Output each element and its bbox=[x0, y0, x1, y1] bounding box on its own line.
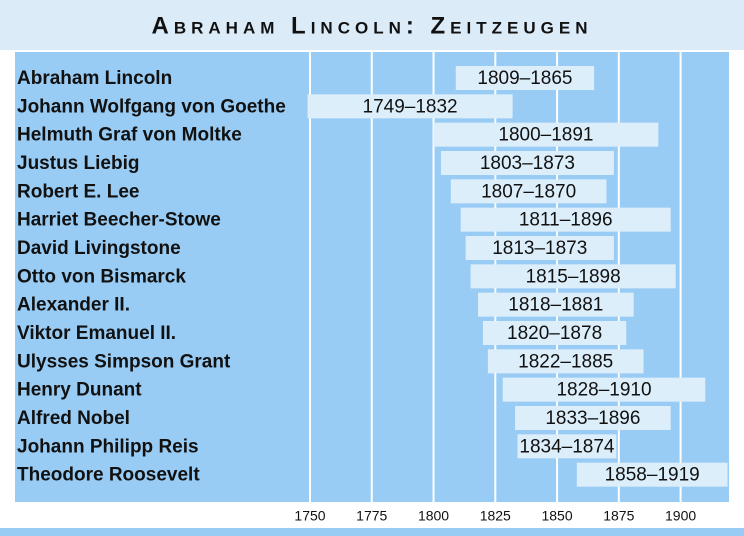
bar bbox=[470, 264, 676, 289]
category-label: Theodore Roosevelt bbox=[17, 465, 200, 486]
value-label: 1834–1874 bbox=[519, 436, 615, 457]
bar bbox=[460, 207, 671, 232]
value-label: 1818–1881 bbox=[508, 295, 603, 316]
category-label: Viktor Emanuel II. bbox=[17, 323, 176, 344]
category-label: Henry Dunant bbox=[17, 380, 142, 401]
category-label: Alfred Nobel bbox=[17, 408, 130, 429]
bars: 1809–1865 1749–1832 1800–1891 1803–1873 1807… bbox=[307, 66, 728, 487]
chart-title: Abraham Lincoln: Zeitzeugen bbox=[152, 12, 593, 39]
category-label: Robert E. Lee bbox=[17, 181, 139, 202]
value-label: 1858–1919 bbox=[605, 465, 700, 486]
bar bbox=[482, 321, 627, 345]
category-label: Johann Philipp Reis bbox=[17, 436, 199, 457]
category-label: Justus Liebig bbox=[17, 153, 139, 174]
value-label: 1800–1891 bbox=[498, 125, 593, 146]
bar bbox=[465, 236, 614, 260]
value-label: 1828–1910 bbox=[556, 380, 651, 401]
bar bbox=[440, 151, 614, 175]
value-label: 1807–1870 bbox=[481, 181, 576, 202]
bar bbox=[576, 462, 728, 487]
category-label: Helmuth Graf von Moltke bbox=[17, 125, 242, 146]
bar bbox=[517, 434, 617, 459]
category-label: David Livingstone bbox=[17, 238, 181, 259]
bar bbox=[487, 349, 644, 374]
category-label: Abraham Lincoln bbox=[17, 68, 172, 89]
bar bbox=[455, 66, 595, 90]
x-tick-label: 1750 bbox=[294, 508, 325, 524]
bar bbox=[433, 122, 659, 147]
category-label: Otto von Bismarck bbox=[17, 266, 186, 287]
value-label: 1803–1873 bbox=[480, 153, 575, 174]
value-label: 1811–1896 bbox=[519, 210, 613, 231]
x-tick-label: 1825 bbox=[480, 508, 511, 524]
bar bbox=[450, 179, 607, 204]
x-tick-label: 1800 bbox=[418, 508, 449, 524]
category-label: Johann Wolfgang von Goethe bbox=[17, 96, 286, 117]
x-tick-label: 1775 bbox=[356, 508, 387, 524]
x-tick-label: 1875 bbox=[603, 508, 634, 524]
value-label: 1820–1878 bbox=[507, 323, 602, 344]
category-label: Alexander II. bbox=[17, 295, 130, 316]
bar bbox=[478, 292, 634, 317]
bottom-band bbox=[0, 528, 744, 536]
bar bbox=[307, 94, 513, 119]
bar bbox=[515, 406, 671, 430]
value-label: 1809–1865 bbox=[477, 68, 572, 89]
value-label: 1815–1898 bbox=[526, 266, 621, 287]
value-label: 1833–1896 bbox=[545, 408, 640, 429]
value-label: 1822–1885 bbox=[518, 351, 613, 372]
value-label: 1813–1873 bbox=[492, 238, 587, 259]
category-label: Ulysses Simpson Grant bbox=[17, 351, 231, 372]
x-tick-label: 1850 bbox=[541, 508, 572, 524]
bar bbox=[502, 377, 706, 402]
value-label: 1749–1832 bbox=[363, 96, 458, 117]
x-tick-label: 1900 bbox=[665, 508, 696, 524]
category-label: Harriet Beecher-Stowe bbox=[17, 210, 221, 231]
title-band bbox=[0, 0, 744, 50]
